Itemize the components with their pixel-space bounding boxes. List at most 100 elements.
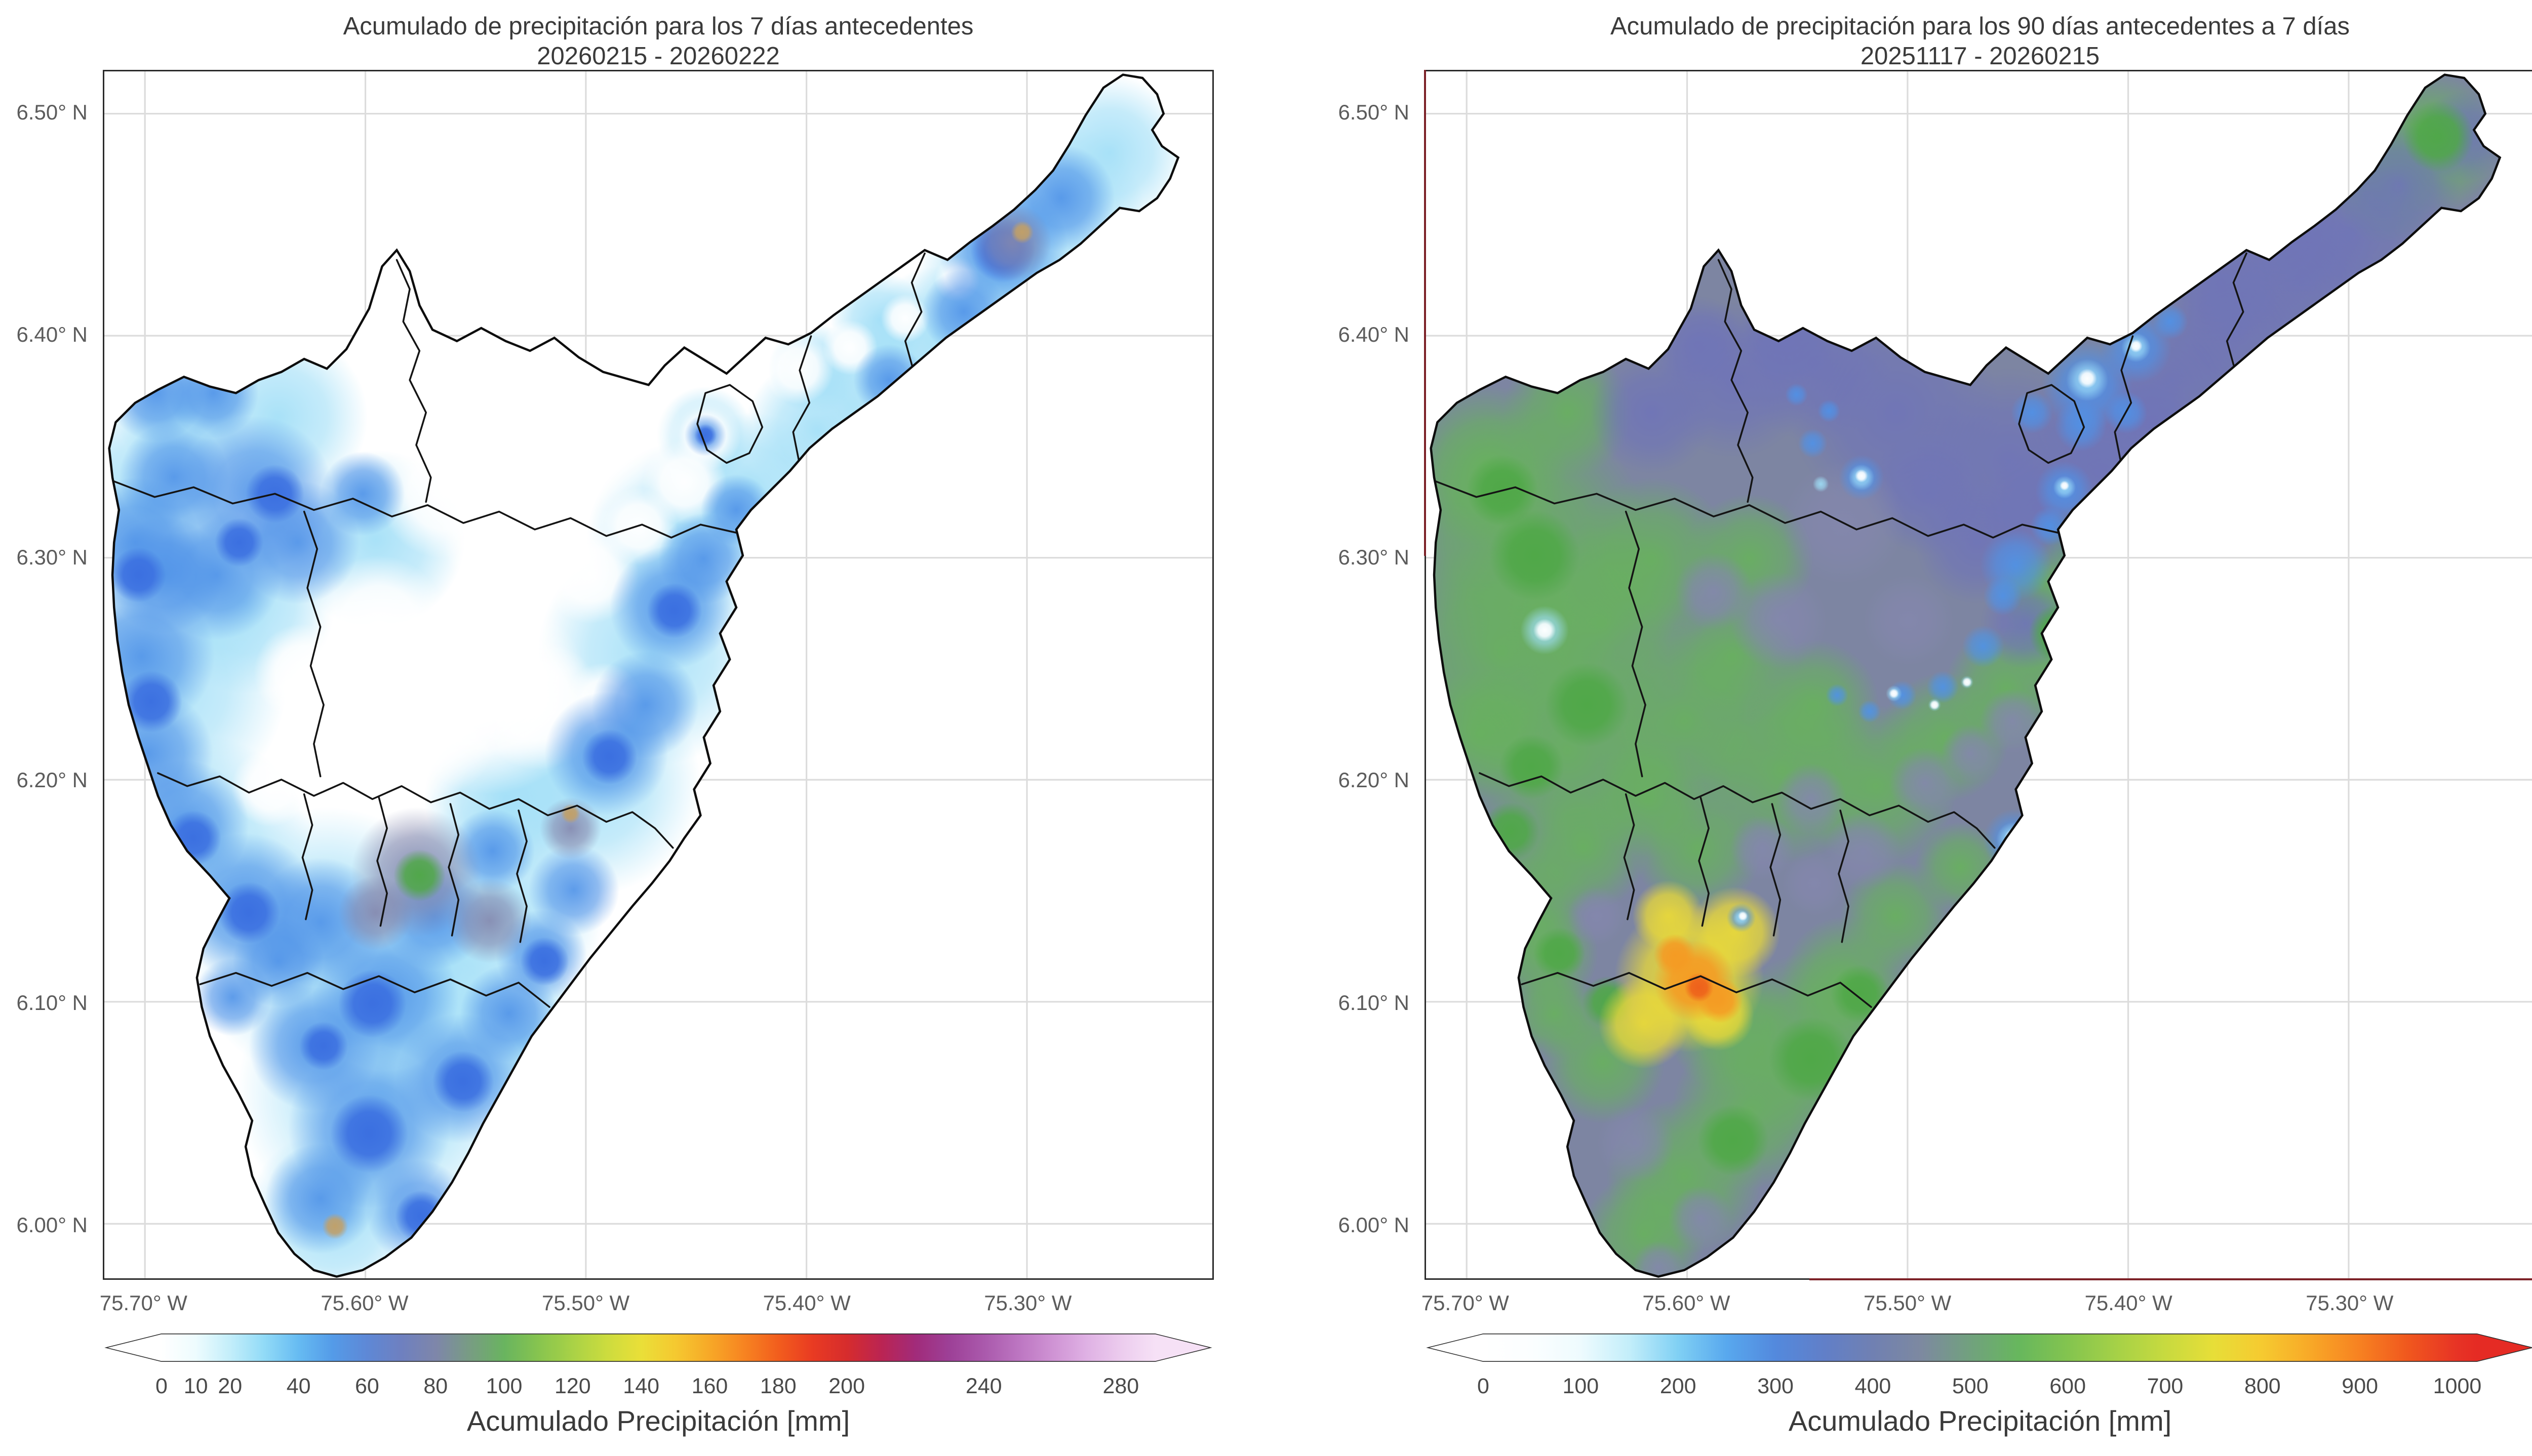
colorbar-label: Acumulado Precipitación [mm] (466, 1405, 850, 1437)
municipal-border (157, 772, 674, 849)
panel-subtitle: 20251117 - 20260215 (1860, 43, 2100, 70)
panel-90day: Acumulado de precipitación para los 90 d… (1338, 0, 2532, 1456)
municipal-border (448, 803, 460, 937)
tick-label: 700 (2147, 1374, 2184, 1398)
panel-title-block: Acumulado de precipitación para los 90 d… (1425, 11, 2532, 71)
tick-label: 240 (965, 1374, 1002, 1398)
tick-label: 100 (486, 1374, 523, 1398)
colorbar-axis-90day: 0 100 200 300 400 500 600 700 800 900 1000 (1477, 1374, 2481, 1400)
precipitation-map-90day (1426, 71, 2532, 1278)
tick-label: 180 (760, 1374, 797, 1398)
tick-label: 20 (218, 1374, 243, 1398)
colorbar-gradient-bar (104, 1333, 1212, 1362)
municipal-border (1479, 772, 1996, 849)
tick-label: 200 (1659, 1374, 1696, 1398)
municipal-border (111, 479, 737, 539)
municipal-border (516, 810, 528, 943)
tick-label: 0 (155, 1374, 168, 1398)
municipal-border (2114, 335, 2134, 466)
tick-label: 800 (2244, 1374, 2281, 1398)
tick-label: 40 (286, 1374, 311, 1398)
tick-label: 600 (2049, 1374, 2086, 1398)
municipal-border (1625, 510, 1646, 778)
tick-label: 280 (1102, 1374, 1139, 1398)
municipal-border (1433, 479, 2059, 539)
tick-label: 400 (1854, 1374, 1891, 1398)
tick-label: 6.40° N (16, 322, 88, 347)
tick-label: 75.70° W (99, 1291, 187, 1315)
tick-label: 75.50° W (1863, 1291, 1952, 1315)
municipal-boundaries (111, 252, 926, 1008)
municipal-border (1698, 796, 1710, 927)
tick-label: 900 (2342, 1374, 2379, 1398)
colorbar-7day (103, 1330, 1214, 1365)
tick-label: 300 (1757, 1374, 1794, 1398)
municipal-border (1521, 972, 1872, 1008)
x-axis-90day: 75.70° W 75.60° W 75.50° W 75.40° W 75.30° W (1421, 1291, 2532, 1321)
panel-title-block: Acumulado de precipitación para los 7 dí… (103, 11, 1214, 71)
tick-label: 6.10° N (16, 990, 88, 1015)
x-axis-7day: 75.70° W 75.60° W 75.50° W 75.40° W 75.30° W (99, 1291, 1214, 1321)
tick-label: 6.20° N (1338, 767, 1409, 792)
colorbar-gradient-bar (1426, 1333, 2532, 1362)
tick-label: 75.30° W (984, 1291, 1072, 1315)
municipal-border (792, 335, 812, 466)
y-axis-90day: 6.00° N 6.10° N 6.20° N 6.30° N 6.40° N 6.50°… (1324, 70, 1416, 1280)
municipal-border (904, 252, 926, 372)
tick-label: 0 (1477, 1374, 1489, 1398)
municipal-border (303, 510, 325, 778)
map-plot-7day (103, 70, 1214, 1280)
municipal-border (1769, 803, 1782, 937)
tick-label: 100 (1562, 1374, 1599, 1398)
municipal-border (2226, 252, 2247, 372)
municipal-border (376, 796, 388, 927)
municipal-border (395, 259, 432, 503)
municipal-border (696, 384, 764, 464)
tick-label: 6.30° N (1338, 545, 1409, 570)
tick-label: 80 (423, 1374, 448, 1398)
municipal-border (2018, 384, 2085, 464)
municipal-border (1838, 810, 1849, 943)
colorbar-label: Acumulado Precipitación [mm] (1788, 1405, 2172, 1437)
panel-title: Acumulado de precipitación para los 90 d… (1610, 13, 2350, 40)
tick-label: 6.30° N (16, 545, 88, 570)
tick-label: 6.40° N (1338, 322, 1409, 347)
maroon-spine-accent (1424, 70, 1426, 556)
map-plot-90day (1425, 70, 2532, 1280)
tick-label: 160 (691, 1374, 728, 1398)
tick-label: 10 (183, 1374, 208, 1398)
tick-label: 75.60° W (1642, 1291, 1730, 1315)
municipal-border (1717, 259, 1754, 503)
colorbar-90day (1425, 1330, 2532, 1365)
maroon-spine-accent (1809, 1278, 2532, 1280)
tick-label: 75.60° W (321, 1291, 409, 1315)
municipal-border (301, 793, 313, 920)
panel-subtitle: 20260215 - 20260222 (537, 43, 780, 70)
tick-label: 60 (355, 1374, 379, 1398)
colorbar-axis-7day: 0 10 20 40 60 80 100 120 140 160 180 200 240 280 (155, 1374, 1155, 1400)
tick-label: 6.50° N (1338, 100, 1409, 124)
tick-label: 500 (1952, 1374, 1989, 1398)
y-axis-7day: 6.00° N 6.10° N 6.20° N 6.30° N 6.40° N 6.50°… (3, 70, 95, 1280)
municipal-border (199, 972, 550, 1008)
tick-label: 200 (828, 1374, 865, 1398)
precipitation-map-7day (104, 71, 1212, 1278)
tick-label: 75.40° W (763, 1291, 851, 1315)
tick-label: 140 (623, 1374, 660, 1398)
tick-label: 120 (554, 1374, 591, 1398)
tick-label: 6.00° N (1338, 1213, 1409, 1237)
tick-label: 6.50° N (16, 100, 88, 124)
tick-label: 6.10° N (1338, 990, 1409, 1015)
municipal-border (1623, 793, 1635, 920)
panel-title: Acumulado de precipitación para los 7 dí… (343, 13, 974, 40)
tick-label: 75.30° W (2306, 1291, 2394, 1315)
tick-label: 6.20° N (16, 767, 88, 792)
municipal-boundaries (1433, 252, 2247, 1008)
tick-label: 75.50° W (541, 1291, 630, 1315)
tick-label: 1000 (2433, 1374, 2482, 1398)
tick-label: 6.00° N (16, 1213, 88, 1237)
panel-7day: Acumulado de precipitación para los 7 dí… (16, 0, 1214, 1456)
tick-label: 75.70° W (1421, 1291, 1509, 1315)
precipitation-field (109, 74, 1178, 1277)
precipitation-field (1431, 74, 2500, 1277)
